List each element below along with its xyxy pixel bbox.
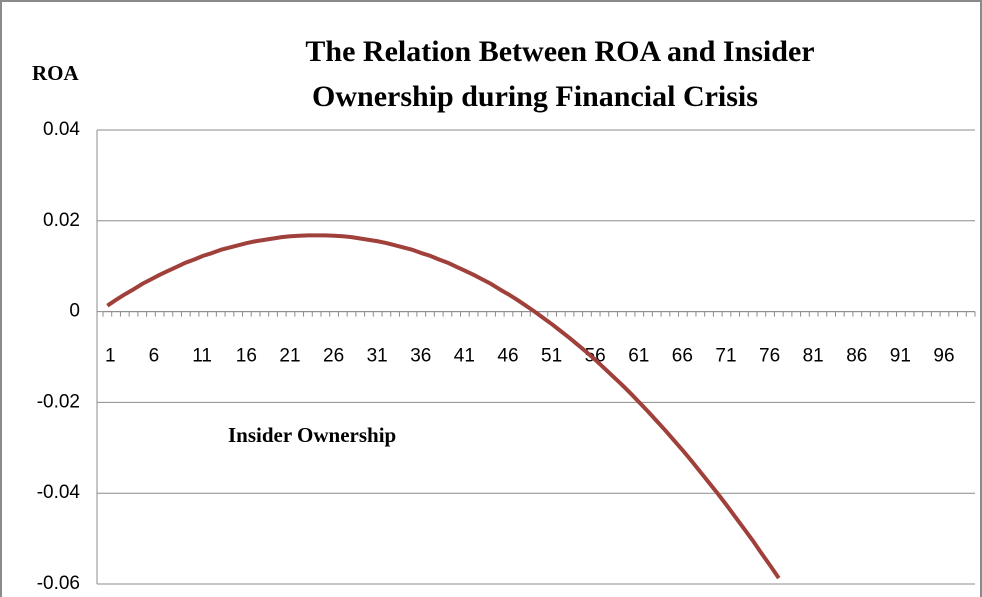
x-tick-label: 31 (367, 346, 388, 367)
y-tick-label: 0.02 (43, 210, 80, 231)
x-tick-label: 36 (410, 346, 431, 367)
x-tick-label: 26 (323, 346, 344, 367)
x-tick-label: 6 (149, 346, 160, 367)
y-axis-label: ROA (32, 61, 80, 85)
y-tick-label: 0 (69, 301, 80, 322)
y-tick-label: 0.04 (43, 119, 80, 140)
x-tick-label: 91 (890, 346, 911, 367)
x-tick-label: 46 (497, 346, 518, 367)
y-tick-label: -0.06 (37, 573, 80, 594)
x-tick-label: 66 (672, 346, 693, 367)
chart-title: Ownership during Financial Crisis (312, 80, 758, 113)
x-tick-label: 11 (192, 346, 212, 367)
x-tick-label: 1 (105, 346, 116, 367)
x-tick-label: 56 (585, 346, 606, 367)
x-tick-label: 71 (715, 346, 736, 367)
x-tick-label: 96 (933, 346, 954, 367)
x-tick-label: 81 (803, 346, 824, 367)
x-tick-label: 51 (541, 346, 562, 367)
x-axis-label: Insider Ownership (228, 423, 396, 447)
data-line (106, 233, 781, 580)
x-tick-label: 61 (628, 346, 649, 367)
x-tick-label: 76 (759, 346, 780, 367)
y-tick-label: -0.02 (37, 391, 80, 412)
y-tick-label: -0.04 (37, 482, 81, 503)
x-tick-label: 16 (236, 346, 257, 367)
x-tick-label: 86 (846, 346, 867, 367)
x-tick-marks (102, 311, 976, 317)
chart-title: The Relation Between ROA and Insider (305, 35, 814, 68)
x-tick-label: 41 (454, 346, 475, 367)
x-tick-label: 21 (279, 346, 300, 367)
